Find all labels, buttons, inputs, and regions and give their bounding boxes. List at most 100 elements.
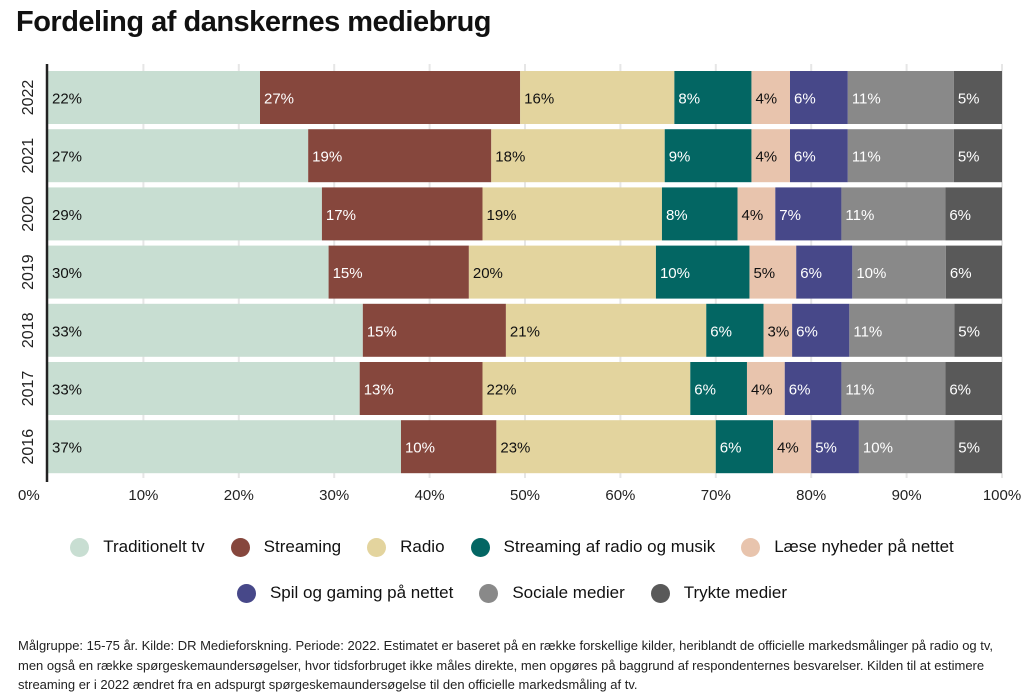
data-label: 11% [853, 323, 882, 340]
bar-segment [48, 245, 329, 299]
data-label: 6% [949, 382, 971, 399]
data-label: 18% [495, 149, 525, 166]
data-label: 19% [486, 207, 516, 224]
bar-segment [790, 71, 848, 124]
bar-segment [48, 129, 309, 183]
data-label: 6% [796, 323, 818, 340]
bar-segment [749, 245, 797, 299]
x-tick-label: 60% [605, 487, 635, 504]
bar-segment [482, 187, 662, 241]
data-label: 23% [500, 440, 530, 457]
data-label: 5% [815, 440, 837, 457]
bar-segment [400, 420, 497, 474]
bar-segment [737, 187, 776, 241]
x-tick-label: 20% [224, 487, 254, 504]
bar-segment [48, 362, 360, 415]
bar-segment [308, 129, 492, 183]
bar-segment [48, 71, 260, 124]
data-label: 37% [52, 440, 82, 457]
legend-swatch [230, 537, 250, 557]
legend-item: Læse nyheder på nettet [741, 537, 954, 557]
x-tick-label: 90% [892, 487, 922, 504]
data-label: 4% [777, 440, 799, 457]
bar-segment [496, 420, 716, 474]
x-tick-label: 50% [510, 487, 540, 504]
bar-segment [520, 71, 675, 124]
data-label: 6% [789, 382, 811, 399]
bar-segment [796, 245, 853, 299]
data-label: 6% [794, 149, 816, 166]
legend-swatch [650, 583, 670, 603]
bar-segment [858, 420, 955, 474]
y-tick-label: 2018 [20, 312, 37, 348]
stacked-bar-chart: 0% 10% 20% 30% 40% 50% 60% 70% 80% 90% 100% 22% 27% 1… [18, 64, 1021, 504]
legend-item: Sociale medier [479, 583, 625, 603]
data-label: 10% [405, 440, 435, 457]
bar-segment [763, 303, 793, 357]
data-label: 10% [856, 265, 886, 282]
legend-label: Radio [400, 537, 445, 556]
data-label: 5% [958, 91, 980, 108]
x-tick-label: 80% [796, 487, 826, 504]
bar-segment [953, 71, 1002, 124]
bar-segment [706, 303, 764, 357]
bar-segment [491, 129, 665, 183]
data-label: 29% [52, 207, 82, 224]
data-label: 30% [52, 265, 82, 282]
legend-swatch [479, 583, 499, 603]
legend-item: Streaming [230, 537, 341, 557]
bar-segment [321, 187, 483, 241]
bar-segment [468, 245, 656, 299]
data-label: 6% [800, 265, 822, 282]
bar-segment [811, 420, 859, 474]
y-tick-label: 2022 [20, 80, 37, 116]
data-label: 6% [720, 440, 742, 457]
bar-segment [792, 303, 850, 357]
y-tick-label: 2017 [20, 371, 37, 407]
legend-row-2: Spil og gaming på nettet Sociale medier Tr… [0, 583, 1024, 603]
data-label: 6% [694, 382, 716, 399]
bar-segment [847, 71, 954, 124]
legend-item: Streaming af radio og musik [470, 537, 716, 557]
bar-segment [746, 362, 785, 415]
data-label: 15% [367, 323, 397, 340]
bar-segment [328, 245, 469, 299]
legend-label: Traditionelt tv [103, 537, 205, 556]
bar-segment [847, 129, 954, 183]
data-label: 7% [779, 207, 801, 224]
data-label: 33% [52, 323, 82, 340]
data-label: 8% [678, 91, 700, 108]
data-label: 6% [949, 207, 971, 224]
legend-label: Sociale medier [512, 583, 625, 602]
data-label: 27% [264, 91, 294, 108]
bar-segment [505, 303, 707, 357]
bar-segment [841, 362, 946, 415]
legend-label: Trykte medier [683, 583, 788, 602]
bar-segment [482, 362, 691, 415]
legend-row-1: Traditionelt tv Streaming Radio Streaming a… [0, 537, 1024, 557]
bar-segment [773, 420, 812, 474]
legend-swatch [470, 537, 490, 557]
bar-segment [945, 245, 1002, 299]
legend-label: Læse nyheder på nettet [774, 537, 954, 556]
bar-segment [751, 129, 790, 183]
data-label: 5% [958, 323, 980, 340]
data-label: 11% [845, 382, 874, 399]
y-tick-label: 2021 [20, 138, 37, 174]
bar-segment [260, 71, 521, 124]
legend-label: Streaming af radio og musik [503, 537, 716, 556]
chart-title: Fordeling af danskernes mediebrug [16, 6, 492, 38]
data-label: 10% [660, 265, 690, 282]
bar-segment [954, 303, 1002, 357]
y-tick-label: 2019 [20, 254, 37, 290]
x-tick-label: 40% [415, 487, 445, 504]
legend-item: Radio [367, 537, 445, 557]
legend-label: Spil og gaming på nettet [269, 583, 454, 602]
bar-segment [953, 129, 1002, 183]
x-tick-label: 0% [18, 487, 40, 504]
bar-segment [359, 362, 483, 415]
bar-segment [849, 303, 955, 357]
data-label: 33% [52, 382, 82, 399]
data-label: 9% [669, 149, 691, 166]
data-label: 5% [958, 440, 980, 457]
